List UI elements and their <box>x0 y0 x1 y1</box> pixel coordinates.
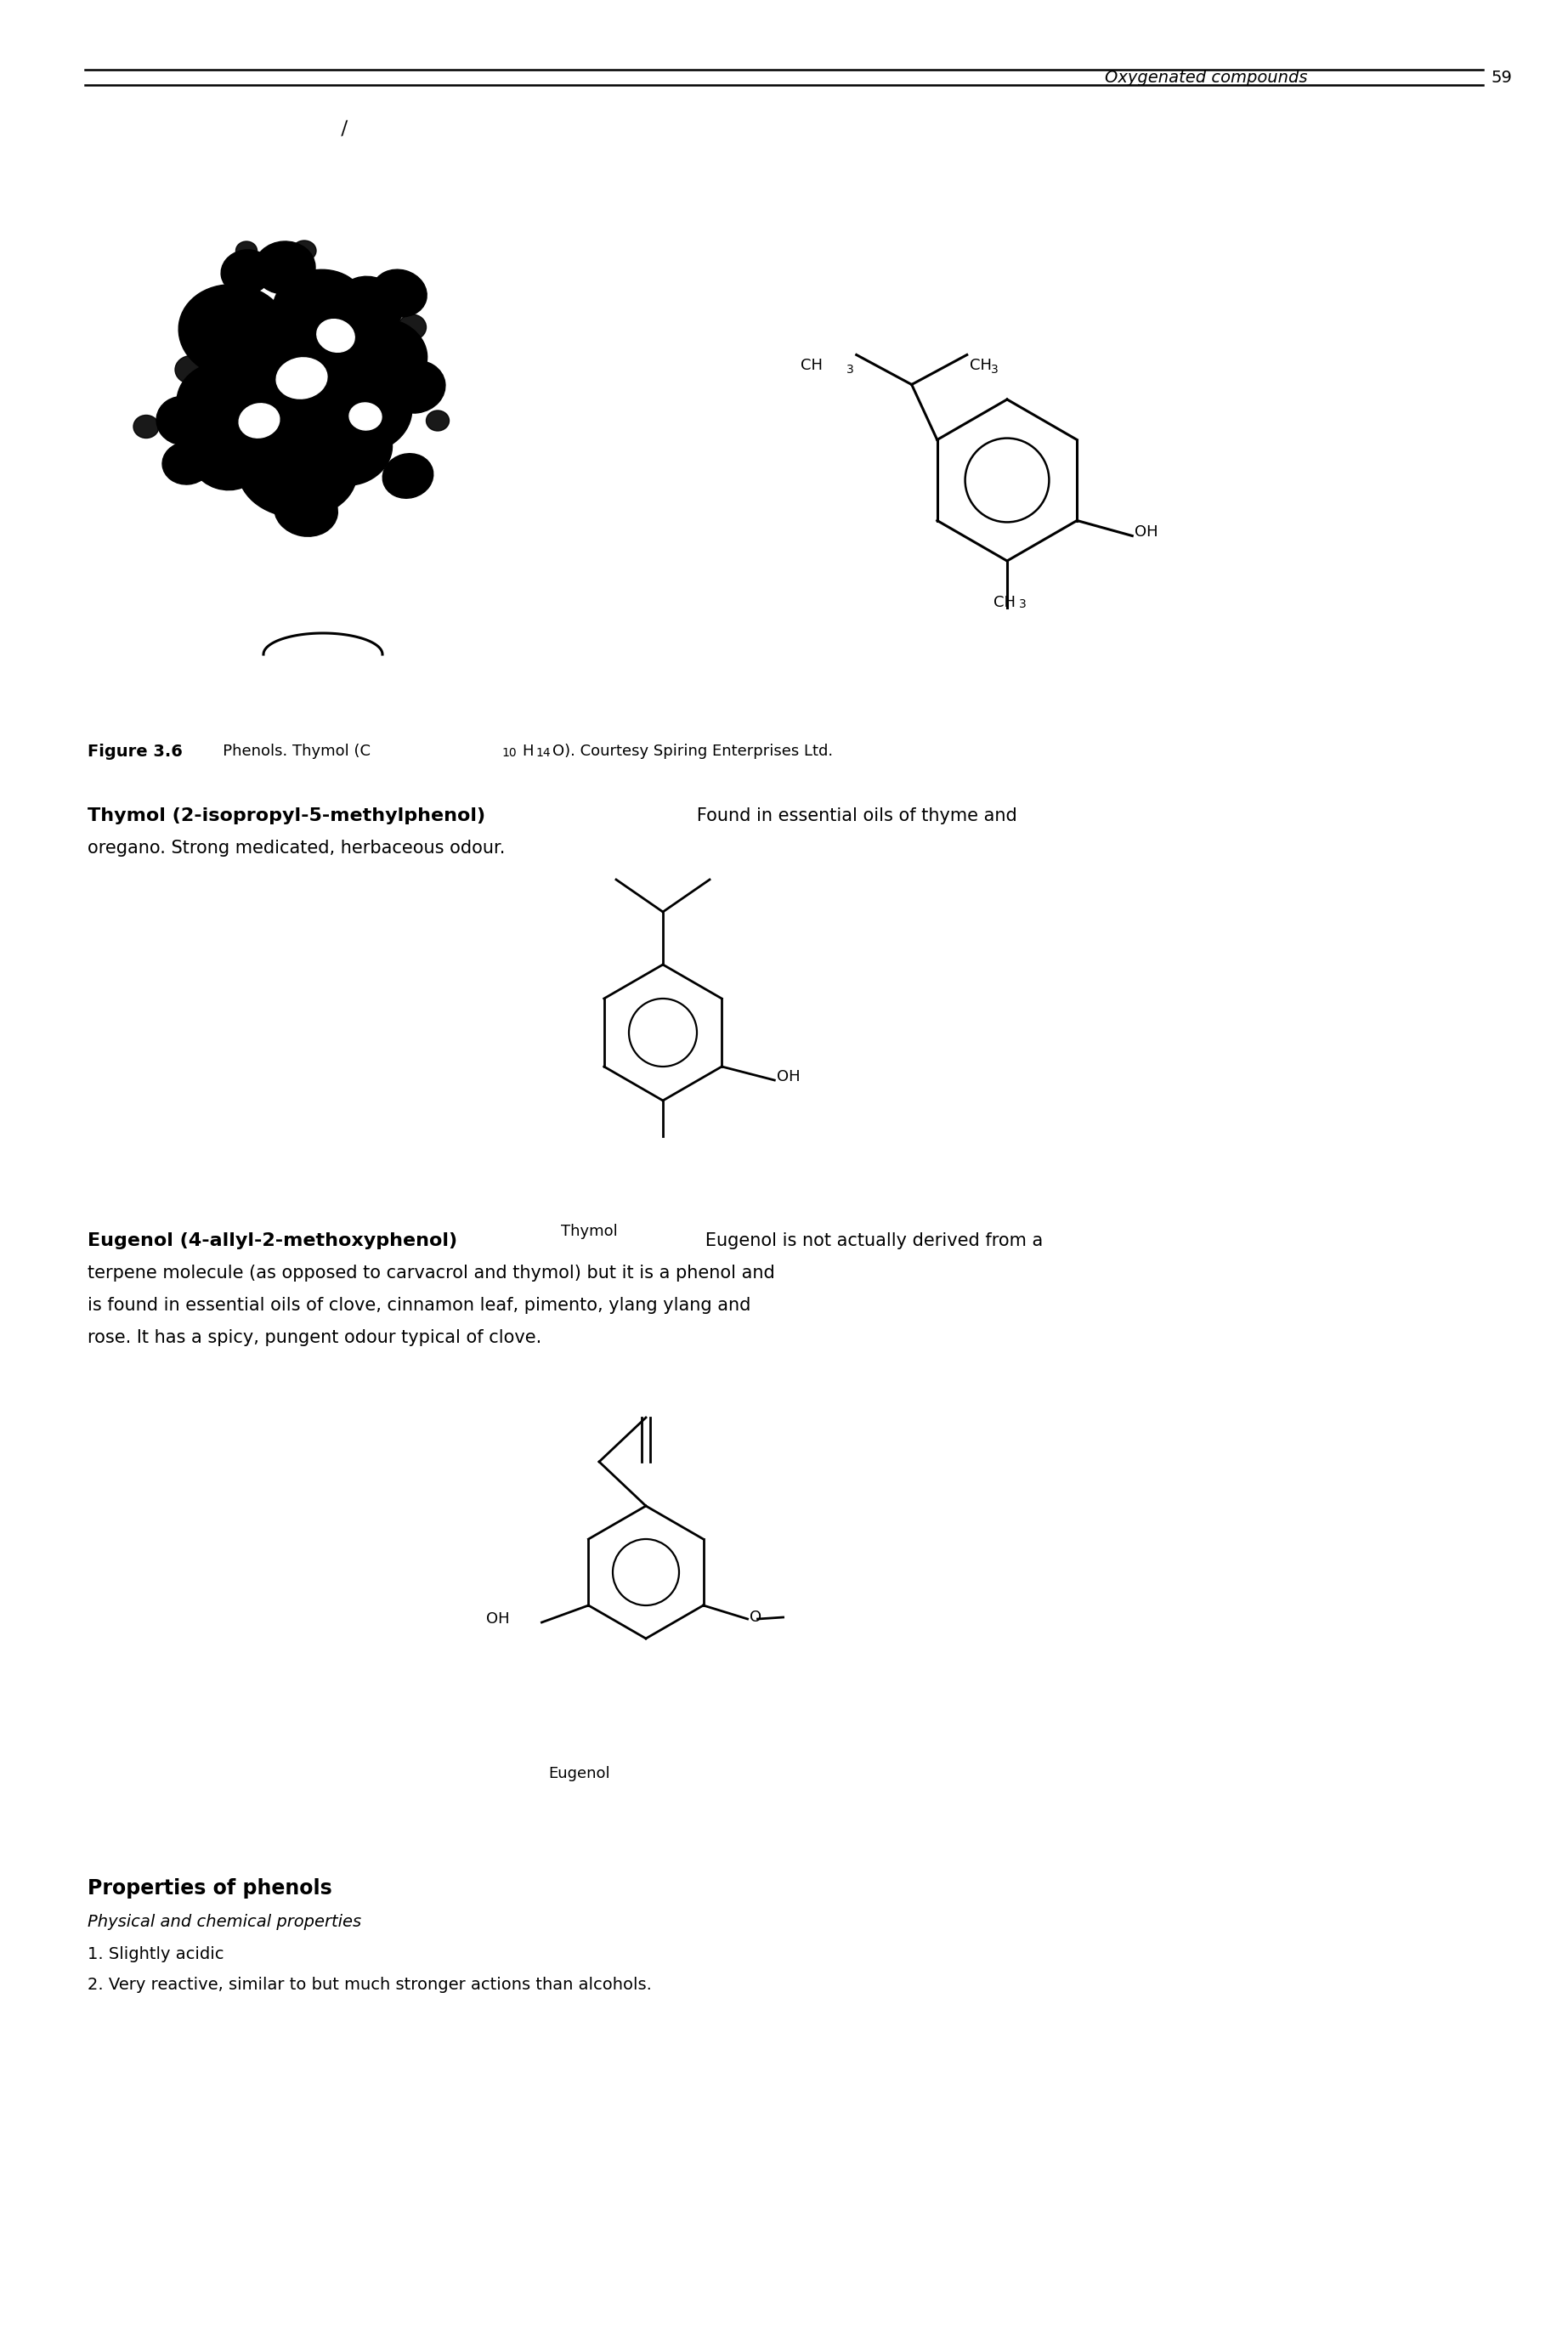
Ellipse shape <box>314 416 392 486</box>
Ellipse shape <box>292 240 317 261</box>
Text: 2. Very reactive, similar to but much stronger actions than alcohols.: 2. Very reactive, similar to but much st… <box>88 1978 652 1992</box>
Text: Eugenol: Eugenol <box>549 1766 610 1781</box>
Text: Found in essential oils of thyme and: Found in essential oils of thyme and <box>681 808 1018 824</box>
Ellipse shape <box>354 319 426 385</box>
Text: OH: OH <box>486 1611 510 1626</box>
Ellipse shape <box>190 428 260 491</box>
Text: O: O <box>750 1609 760 1626</box>
Text: Eugenol (4-allyl-2-methoxyphenol): Eugenol (4-allyl-2-methoxyphenol) <box>88 1233 458 1250</box>
Text: oregano. Strong medicated, herbaceous odour.: oregano. Strong medicated, herbaceous od… <box>88 839 505 857</box>
Ellipse shape <box>282 298 398 406</box>
Text: Figure 3.6: Figure 3.6 <box>88 745 182 759</box>
Ellipse shape <box>210 324 307 406</box>
Ellipse shape <box>274 484 337 536</box>
Ellipse shape <box>337 277 403 336</box>
Ellipse shape <box>426 411 448 430</box>
Ellipse shape <box>238 425 358 517</box>
Ellipse shape <box>254 242 315 294</box>
Text: CH: CH <box>994 594 1016 611</box>
Ellipse shape <box>176 355 207 383</box>
Ellipse shape <box>177 362 257 437</box>
Ellipse shape <box>235 242 257 261</box>
Text: 10: 10 <box>502 747 516 759</box>
Ellipse shape <box>383 453 433 498</box>
Ellipse shape <box>384 359 445 413</box>
Text: CH: CH <box>969 357 991 373</box>
Ellipse shape <box>238 404 279 437</box>
Text: H: H <box>522 745 533 759</box>
Text: 59: 59 <box>1491 68 1513 85</box>
Text: Properties of phenols: Properties of phenols <box>88 1879 332 1898</box>
Ellipse shape <box>317 319 354 352</box>
Text: Thymol (2-isopropyl-5-methylphenol): Thymol (2-isopropyl-5-methylphenol) <box>88 808 486 824</box>
Ellipse shape <box>179 284 289 378</box>
Ellipse shape <box>398 315 426 341</box>
Ellipse shape <box>163 442 212 484</box>
Text: 3: 3 <box>847 364 853 376</box>
Ellipse shape <box>372 270 426 317</box>
Text: OH: OH <box>1135 524 1159 540</box>
Ellipse shape <box>350 402 381 430</box>
Ellipse shape <box>133 416 158 439</box>
Text: 14: 14 <box>535 747 550 759</box>
Ellipse shape <box>221 249 271 294</box>
Text: 1. Slightly acidic: 1. Slightly acidic <box>88 1947 224 1961</box>
Ellipse shape <box>209 350 353 484</box>
Text: 3: 3 <box>991 364 999 376</box>
Ellipse shape <box>157 397 209 444</box>
Text: is found in essential oils of clove, cinnamon leaf, pimento, ylang ylang and: is found in essential oils of clove, cin… <box>88 1297 751 1313</box>
Text: Physical and chemical properties: Physical and chemical properties <box>88 1914 361 1931</box>
Text: Oxygenated compounds: Oxygenated compounds <box>1105 68 1308 85</box>
Text: Thymol: Thymol <box>561 1224 618 1238</box>
Text: terpene molecule (as opposed to carvacrol and thymol) but it is a phenol and: terpene molecule (as opposed to carvacro… <box>88 1264 775 1283</box>
Ellipse shape <box>273 270 364 343</box>
Text: Eugenol is not actually derived from a: Eugenol is not actually derived from a <box>688 1233 1043 1250</box>
Ellipse shape <box>276 357 328 399</box>
Text: rose. It has a spicy, pungent odour typical of clove.: rose. It has a spicy, pungent odour typi… <box>88 1330 541 1346</box>
Text: 3: 3 <box>1019 599 1027 611</box>
Text: OH: OH <box>778 1069 801 1085</box>
Text: /: / <box>340 120 350 139</box>
Text: O). Courtesy Spiring Enterprises Ltd.: O). Courtesy Spiring Enterprises Ltd. <box>552 745 833 759</box>
Text: Phenols. Thymol (C: Phenols. Thymol (C <box>209 745 370 759</box>
Ellipse shape <box>318 371 412 453</box>
Text: CH: CH <box>800 357 823 373</box>
